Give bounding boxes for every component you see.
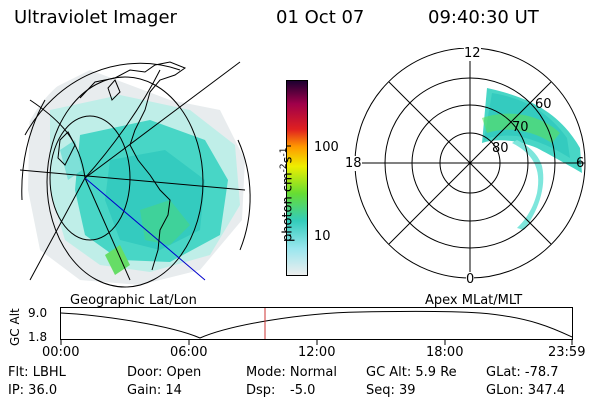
dsp-label: Dsp: [246, 383, 276, 398]
glon-info: GLon: 347.4 [486, 383, 566, 398]
geographic-panel-title: Geographic Lat/Lon [70, 293, 197, 308]
alt-xtick-1200: 12:00 [298, 345, 336, 360]
alt-xtick-2359: 23:59 [548, 345, 586, 360]
alt-xtick-1800: 18:00 [426, 345, 464, 360]
ip-info: IP: 36.0 [8, 383, 58, 398]
colorbar-tick-10: 10 [314, 229, 331, 244]
geographic-image-panel [20, 56, 257, 290]
mlt-label-6: 6 [576, 156, 585, 171]
alt-ytick-high: 9.0 [28, 306, 48, 320]
app-title: Ultraviolet Imager [14, 7, 177, 28]
colorbar [286, 80, 308, 276]
gain-info: Gain: 14 [127, 383, 182, 398]
mlt-label-12: 12 [464, 46, 481, 61]
alt-xtick-0600: 06:00 [170, 345, 208, 360]
seq-info: Seq: 39 [366, 383, 416, 398]
mlat-label-60: 60 [535, 97, 552, 112]
colorbar-label: photon cm-2s-1 [279, 147, 296, 242]
mlt-label-18: 18 [345, 156, 362, 171]
alt-ylabel: GC Alt [8, 308, 22, 346]
alt-xtick-0000: 00:00 [42, 345, 80, 360]
alt-ytick-low: 1.8 [28, 330, 48, 344]
time-label: 09:40:30 UT [428, 7, 539, 28]
altitude-plot [60, 307, 573, 345]
filter-info: Flt: LBHL [8, 365, 66, 380]
colorbar-tick-100: 100 [314, 140, 339, 155]
gc-alt-info: GC Alt: 5.9 Re [366, 365, 457, 380]
mlat-label-80: 80 [492, 141, 509, 156]
mode-info: Mode: Normal [246, 365, 337, 380]
apex-panel-title: Apex MLat/MLT [425, 293, 523, 308]
glat-info: GLat: -78.7 [486, 365, 559, 380]
mlt-label-0: 0 [466, 272, 475, 287]
date-label: 01 Oct 07 [276, 7, 365, 28]
door-info: Door: Open [127, 365, 202, 380]
dsp-value: -5.0 [290, 383, 316, 398]
polar-plot [354, 48, 586, 279]
mlat-label-70: 70 [512, 120, 529, 135]
